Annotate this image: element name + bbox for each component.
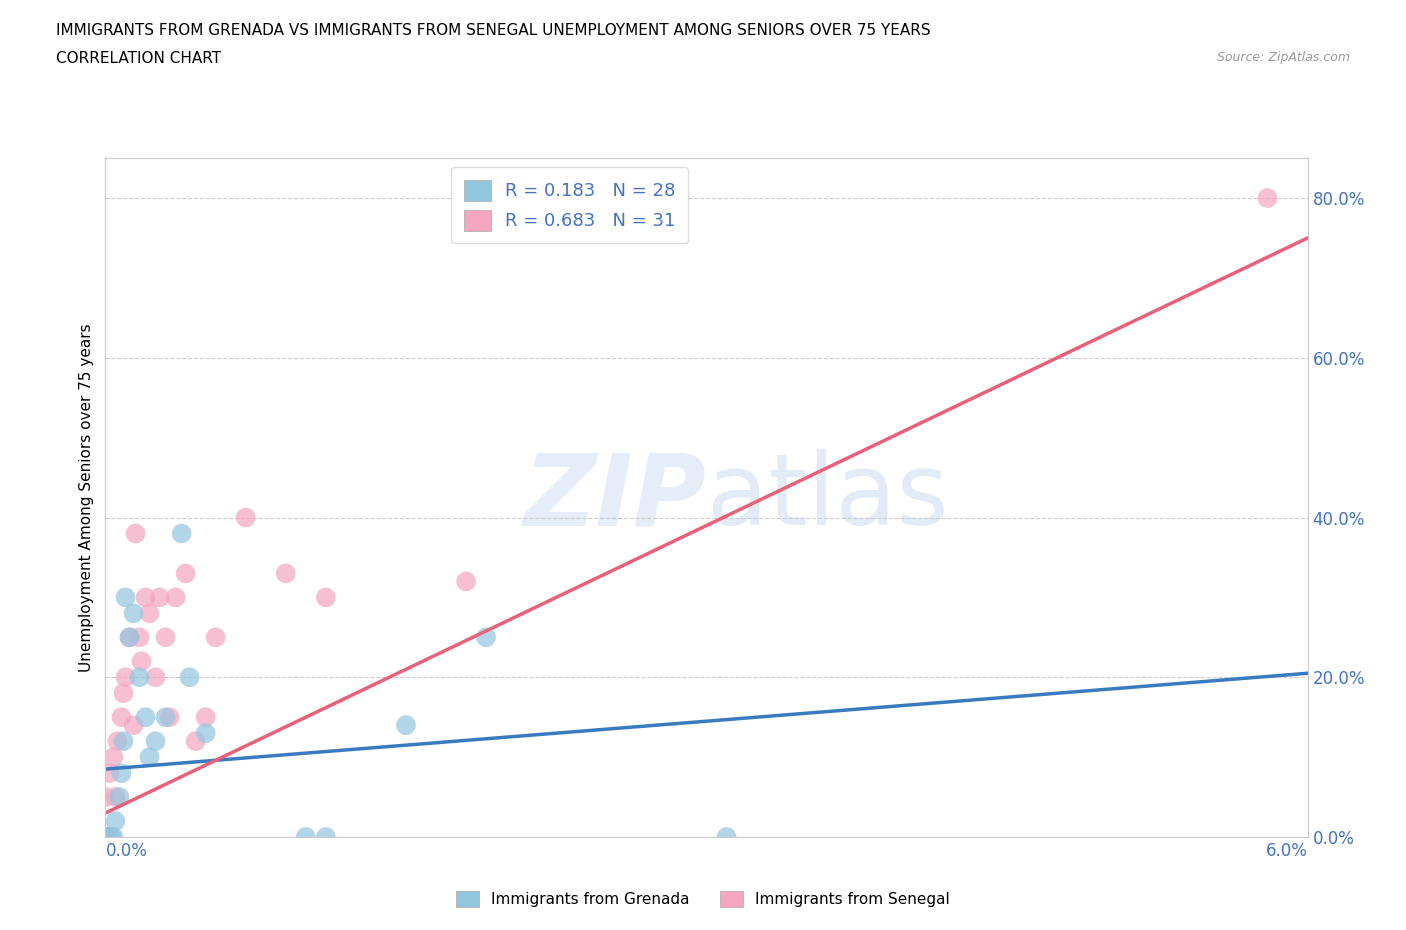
Point bbox=[475, 630, 498, 644]
Point bbox=[165, 590, 187, 604]
Point bbox=[138, 750, 160, 764]
Point bbox=[98, 830, 121, 844]
Point bbox=[110, 710, 132, 724]
Point bbox=[155, 630, 177, 644]
Point bbox=[94, 830, 117, 844]
Text: 0.0%: 0.0% bbox=[105, 842, 148, 859]
Point bbox=[103, 830, 125, 844]
Point bbox=[315, 830, 337, 844]
Point bbox=[94, 830, 117, 844]
Point bbox=[184, 734, 207, 749]
Point bbox=[94, 830, 117, 844]
Point bbox=[174, 566, 197, 581]
Point bbox=[131, 654, 153, 669]
Point bbox=[104, 814, 127, 829]
Point bbox=[128, 630, 150, 644]
Point bbox=[114, 670, 136, 684]
Legend: R = 0.183   N = 28, R = 0.683   N = 31: R = 0.183 N = 28, R = 0.683 N = 31 bbox=[451, 167, 689, 243]
Point bbox=[110, 765, 132, 780]
Point bbox=[103, 750, 125, 764]
Point bbox=[118, 630, 141, 644]
Point bbox=[454, 574, 477, 589]
Point bbox=[135, 590, 157, 604]
Point bbox=[94, 790, 117, 804]
Point bbox=[94, 830, 117, 844]
Point bbox=[159, 710, 181, 724]
Point bbox=[179, 670, 201, 684]
Point bbox=[122, 606, 145, 621]
Point bbox=[112, 734, 135, 749]
Point bbox=[107, 734, 129, 749]
Point bbox=[194, 710, 217, 724]
Point bbox=[716, 830, 738, 844]
Point bbox=[138, 606, 160, 621]
Legend: Immigrants from Grenada, Immigrants from Senegal: Immigrants from Grenada, Immigrants from… bbox=[450, 884, 956, 913]
Point bbox=[194, 725, 217, 740]
Text: 6.0%: 6.0% bbox=[1265, 842, 1308, 859]
Point bbox=[108, 790, 131, 804]
Point bbox=[104, 790, 127, 804]
Point bbox=[1256, 191, 1278, 206]
Point bbox=[94, 830, 117, 844]
Point bbox=[94, 830, 117, 844]
Text: atlas: atlas bbox=[707, 449, 948, 546]
Point bbox=[112, 685, 135, 700]
Text: IMMIGRANTS FROM GRENADA VS IMMIGRANTS FROM SENEGAL UNEMPLOYMENT AMONG SENIORS OV: IMMIGRANTS FROM GRENADA VS IMMIGRANTS FR… bbox=[56, 23, 931, 38]
Point bbox=[155, 710, 177, 724]
Point bbox=[294, 830, 316, 844]
Point bbox=[170, 526, 193, 541]
Point bbox=[204, 630, 226, 644]
Point bbox=[274, 566, 297, 581]
Point bbox=[145, 734, 167, 749]
Text: CORRELATION CHART: CORRELATION CHART bbox=[56, 51, 221, 66]
Point bbox=[135, 710, 157, 724]
Point bbox=[94, 830, 117, 844]
Point bbox=[315, 590, 337, 604]
Text: ZIP: ZIP bbox=[523, 449, 707, 546]
Point bbox=[100, 830, 122, 844]
Y-axis label: Unemployment Among Seniors over 75 years: Unemployment Among Seniors over 75 years bbox=[79, 324, 94, 671]
Text: Source: ZipAtlas.com: Source: ZipAtlas.com bbox=[1216, 51, 1350, 64]
Point bbox=[122, 718, 145, 733]
Point bbox=[128, 670, 150, 684]
Point bbox=[118, 630, 141, 644]
Point bbox=[98, 765, 121, 780]
Point bbox=[124, 526, 146, 541]
Point bbox=[145, 670, 167, 684]
Point bbox=[235, 510, 257, 525]
Point bbox=[114, 590, 136, 604]
Point bbox=[395, 718, 418, 733]
Point bbox=[148, 590, 170, 604]
